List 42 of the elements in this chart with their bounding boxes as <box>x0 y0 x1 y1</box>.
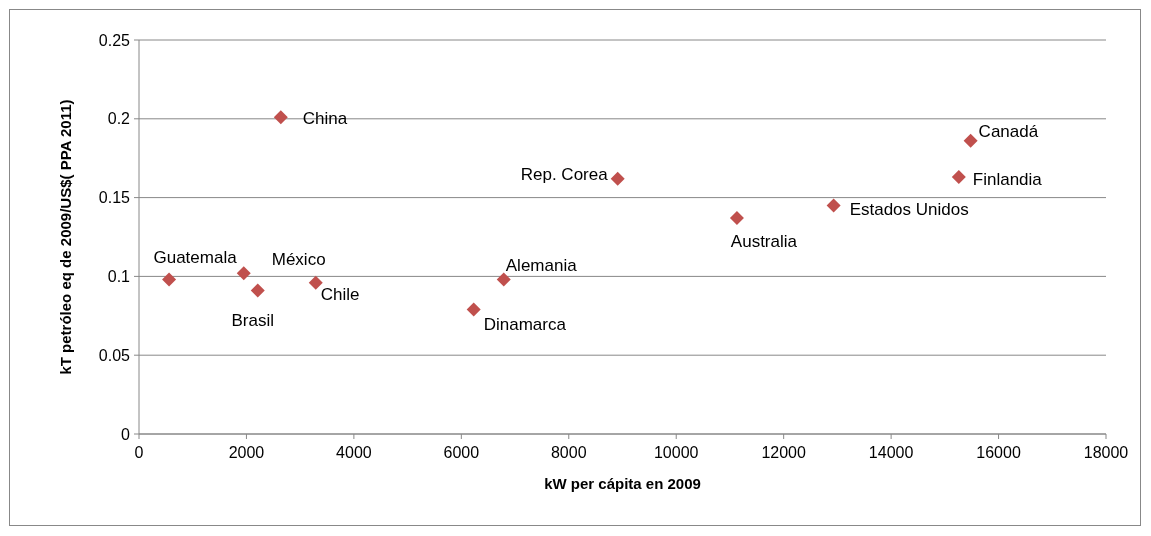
x-tick-label: 8000 <box>550 444 587 461</box>
annotation: Finlandia <box>972 170 1043 190</box>
annotation: Guatemala <box>153 247 238 267</box>
point <box>951 170 966 185</box>
annotation: Canadá <box>978 121 1039 141</box>
point <box>273 110 288 125</box>
point <box>308 275 323 290</box>
x-tick-label: 6000 <box>443 444 480 461</box>
y-tick-label: 0.05 <box>98 346 131 364</box>
annotation: Alemania <box>505 255 578 275</box>
point <box>826 198 841 213</box>
y-tick-label: 0.2 <box>107 110 131 128</box>
x-tick-label: 4000 <box>336 444 372 461</box>
x-axis-title: kW per cápita en 2009 <box>544 475 701 492</box>
point <box>963 133 978 148</box>
annotation: Rep. Corea <box>520 164 609 184</box>
point <box>496 272 511 287</box>
x-tick-label: 0 <box>134 444 144 461</box>
annotation: China <box>302 109 348 129</box>
y-tick-label: 0.15 <box>98 189 131 207</box>
annotation: México <box>271 250 326 270</box>
annotation: Estados Unidos <box>849 200 969 220</box>
x-tick-label: 16000 <box>976 444 1021 461</box>
y-tick-label: 0.25 <box>98 31 131 49</box>
x-tick-label: 12000 <box>761 444 807 461</box>
x-tick-label: 10000 <box>653 444 699 461</box>
point <box>466 302 481 317</box>
x-tick-label: 18000 <box>1083 444 1129 461</box>
point <box>729 211 744 226</box>
y-tick-label: 0 <box>121 425 131 443</box>
annotation: Chile <box>320 284 360 304</box>
x-tick-label: 14000 <box>868 444 914 461</box>
annotation: Dinamarca <box>483 315 567 335</box>
point <box>162 272 177 287</box>
annotation: Brasil <box>231 310 274 330</box>
annotation: Australia <box>730 232 798 252</box>
y-tick-label: 0.1 <box>107 268 131 285</box>
point <box>236 266 251 281</box>
x-tick-label: 2000 <box>228 444 265 461</box>
point <box>610 171 625 186</box>
y-axis-title: kT petróleo eq de 2009/US$( PPA 2011) <box>57 99 74 375</box>
point <box>250 283 265 298</box>
